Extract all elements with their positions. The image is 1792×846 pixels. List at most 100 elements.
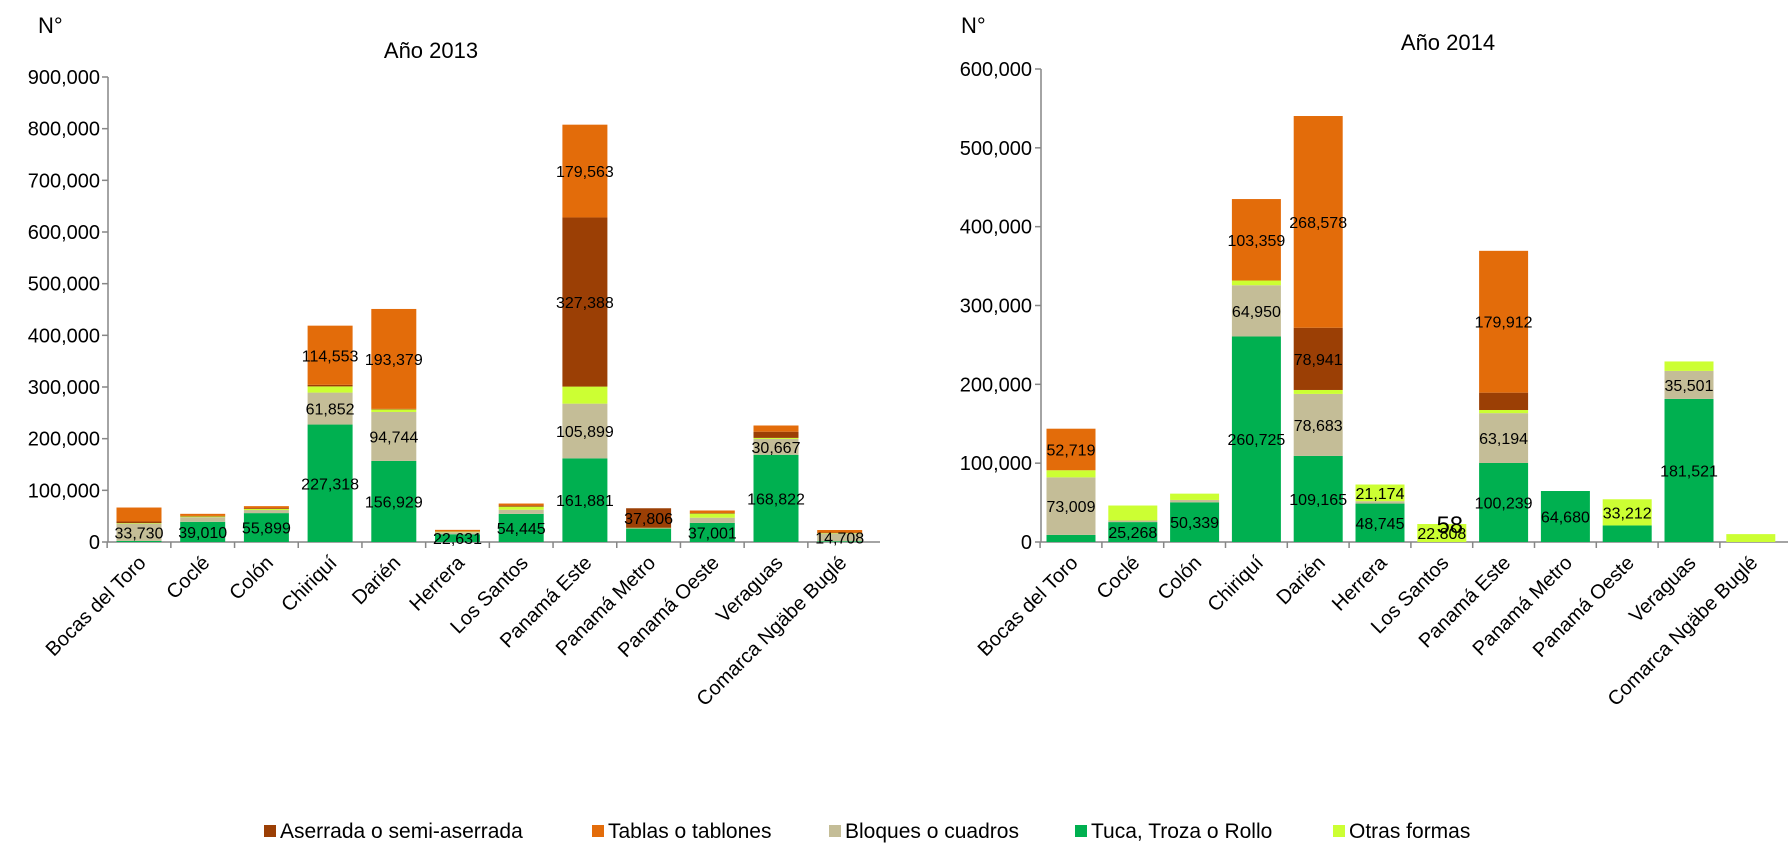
bar-segment: [1355, 484, 1405, 502]
bar-segment: [1108, 505, 1158, 521]
bar-segment: [689, 513, 735, 514]
data-label: 105,899: [556, 424, 614, 441]
bar-segment: [1046, 470, 1096, 478]
y-tick-label: 0: [1021, 532, 1032, 554]
bar-segment: [817, 530, 863, 533]
y-axis-label: N°: [961, 13, 986, 38]
data-label: 181,521: [1660, 463, 1718, 480]
bar-segment: [371, 408, 417, 410]
data-label: 37,001: [688, 525, 737, 542]
bar-segment: [1046, 428, 1096, 471]
bar-segment: [1479, 250, 1529, 393]
data-label: 22.808: [1417, 526, 1466, 543]
bar-segment: [1231, 336, 1281, 542]
y-tick-label: 100,000: [960, 453, 1032, 475]
data-label: 78,941: [1294, 352, 1343, 369]
bar-segment: [1046, 534, 1096, 542]
x-tick-label: Bocas del Toro: [974, 552, 1083, 661]
bar-segment: [753, 425, 799, 432]
bar-segment: [435, 534, 480, 542]
bar-segment: [1602, 499, 1652, 526]
data-label: 168,822: [747, 491, 805, 508]
legend-label: Bloques o cuadros: [845, 820, 1019, 843]
bar-segment: [1293, 393, 1343, 456]
bar-segment: [1726, 534, 1776, 542]
bar-segment: [498, 503, 544, 506]
x-tick-label: Chiriquí: [1204, 552, 1269, 617]
bar-segment: [435, 529, 480, 532]
bar-segment: [689, 522, 735, 542]
data-label: 48,745: [1356, 516, 1405, 533]
bar-segment: [1479, 462, 1529, 542]
legend-label: Tablas o tablones: [608, 820, 771, 843]
bar-segment: [1479, 410, 1529, 414]
bar-segment: [562, 124, 608, 218]
bar-segment: [307, 392, 353, 425]
bar-segment: [1293, 455, 1343, 542]
legend-swatch: [264, 825, 276, 837]
legend-swatch: [592, 825, 604, 837]
y-tick-label: 500,000: [28, 274, 100, 296]
bar-segment: [1664, 398, 1714, 542]
y-tick-label: 900,000: [28, 67, 100, 89]
data-label: 94,744: [369, 429, 418, 446]
data-label: 156,929: [365, 494, 423, 511]
bar-segment: [1664, 361, 1714, 371]
data-label: 30,667: [752, 440, 801, 457]
data-label: 268,578: [1289, 215, 1347, 232]
bar-segment: [562, 386, 608, 404]
data-label: 100,239: [1475, 495, 1533, 512]
y-tick-label: 400,000: [960, 217, 1032, 239]
bar-segment: [1231, 285, 1281, 337]
bar-segment: [116, 523, 162, 524]
bar-segment: [1108, 522, 1158, 542]
bar-segment: [1170, 499, 1220, 503]
bar-segment: [1602, 525, 1652, 542]
data-label: 260,725: [1227, 432, 1285, 449]
data-label: 63,194: [1479, 431, 1528, 448]
data-label: 114,553: [302, 348, 359, 365]
x-tick-label: Darién: [348, 552, 405, 609]
stray-label: 58: [1436, 512, 1463, 539]
data-label: 50,339: [1170, 515, 1219, 532]
bar-segment: [626, 528, 672, 542]
data-label: 227,318: [301, 476, 359, 493]
data-label: 64,680: [1541, 510, 1590, 527]
data-label: 54,445: [497, 521, 546, 538]
bar-segment: [626, 528, 672, 529]
bar-segment: [243, 506, 289, 509]
data-label: 37,806: [624, 511, 673, 528]
bar-segment: [498, 513, 544, 542]
data-label: 64,950: [1232, 304, 1281, 321]
bar-segment: [371, 308, 417, 409]
bar-segment: [562, 458, 608, 542]
y-tick-label: 400,000: [28, 325, 100, 347]
y-tick-label: 100,000: [28, 480, 100, 502]
y-tick-label: 800,000: [28, 119, 100, 141]
bar-segment: [498, 506, 544, 510]
x-tick-label: Coclé: [1093, 552, 1145, 604]
data-label: 161,881: [556, 493, 614, 510]
bar-segment: [753, 454, 799, 542]
y-tick-label: 300,000: [960, 296, 1032, 318]
x-tick-label: Herrera: [406, 551, 470, 615]
data-label: 52,719: [1047, 442, 1096, 459]
bar-segment: [243, 508, 289, 511]
y-tick-label: 0: [89, 532, 100, 554]
y-tick-label: 200,000: [960, 374, 1032, 396]
data-label: 103,359: [1227, 233, 1285, 250]
bar-segment: [817, 532, 863, 534]
bar-segment: [307, 424, 353, 542]
chart-title: Año 2014: [1401, 30, 1495, 55]
data-label: 33,730: [115, 525, 164, 542]
bar-segment: [435, 532, 480, 535]
bar-segment: [243, 508, 289, 509]
data-label: 78,683: [1294, 418, 1343, 435]
bar-segment: [116, 521, 162, 524]
bar-segment: [243, 513, 289, 542]
bar-segment: [371, 411, 417, 461]
data-label: 109,165: [1289, 492, 1347, 509]
bar-segment: [1540, 491, 1590, 542]
x-tick-label: Colón: [225, 552, 278, 605]
